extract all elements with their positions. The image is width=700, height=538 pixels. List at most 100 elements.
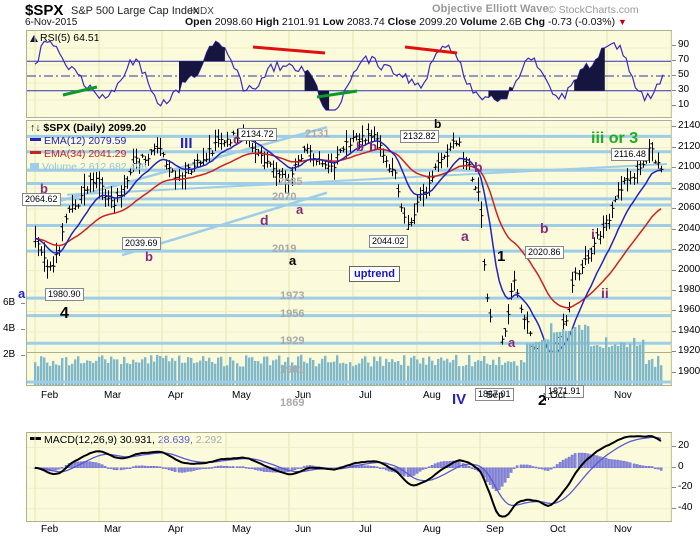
price-callout-2064-62: 2064.62 (22, 193, 61, 206)
ema12-legend-text: EMA(12) 2079.59 (44, 135, 127, 147)
price-tick-mark (672, 330, 676, 332)
price-tick-mark (672, 351, 676, 353)
symbol-exchange: INDX (190, 6, 214, 17)
macd-tick-mark (672, 507, 676, 509)
volume-label: Volume (460, 16, 498, 28)
down-caret-icon: ▼ (618, 17, 627, 27)
volume-panel (26, 323, 672, 386)
price-callout-2044-02: 2044.02 (369, 235, 408, 248)
volume-legend-text: Volume 2,612,682,496 (42, 161, 148, 173)
month-main-mar: Mar (104, 390, 122, 401)
price-tick-2020: 2020 (678, 243, 700, 255)
close-label: Close (387, 16, 417, 28)
level-label-1901: 1901 (280, 363, 305, 376)
volume-swatch-icon (30, 163, 39, 171)
macd-tick-mark (672, 466, 676, 468)
rsi-legend: RSI(5) 64.51 (30, 32, 100, 44)
wave-label-8: b (40, 181, 48, 196)
price-tick-mark (672, 310, 676, 312)
price-legend: ↑↓ $SPX (Daily) 2099.20 (30, 122, 147, 134)
macd-tick-neg20: -20 (678, 481, 693, 493)
source-label: © StockCharts.com (548, 4, 639, 16)
rsi-tick-10: 10 (678, 98, 690, 110)
price-callout-1980-90: 1980.90 (45, 288, 84, 301)
wave-label-12: b (474, 159, 483, 175)
price-tick-2080: 2080 (678, 181, 700, 193)
price-tick-1980: 1980 (678, 284, 700, 295)
high-value: 2101.91 (281, 16, 320, 28)
open-value: 2098.60 (214, 16, 253, 28)
ema12-swatch-icon (30, 138, 41, 141)
price-tick-mark (672, 269, 676, 271)
close-value: 2099.20 (419, 16, 458, 28)
price-callout-2116-48: 2116.48 (611, 148, 649, 161)
month-main-feb: Feb (41, 390, 59, 401)
rsi-tick-mark (672, 45, 676, 47)
price-tick-2120: 2120 (678, 140, 700, 152)
rsi-tick-mark (672, 60, 676, 62)
rsi-tick-90: 90 (678, 39, 690, 51)
volume-tick-4B: 4B (3, 323, 16, 334)
wave-label-0: III (180, 135, 193, 152)
rsi-tick-mark (672, 89, 676, 91)
quote-summary: Open 2098.60 High 2101.91 Low 2083.74 Cl… (185, 16, 627, 28)
volume-legend: Volume 2,612,682,496 (30, 161, 147, 173)
chg-value: -0.73 (-0.03%) (547, 16, 616, 28)
level-label-2019: 2019 (272, 243, 297, 256)
price-tick-mark (672, 187, 676, 189)
level-label-2085: 2085 (278, 175, 303, 188)
level-label-1956: 1956 (280, 307, 305, 320)
macd-value-1: 30.931, (119, 434, 155, 446)
wave-label-17: ii (601, 285, 609, 301)
month-main-apr: Apr (168, 390, 184, 401)
month-main-sep: Sep (486, 390, 504, 401)
macd-plot (27, 433, 672, 521)
price-tick-mark (672, 208, 676, 210)
price-callout-2039-69: 2039.69 (122, 237, 161, 250)
level-label-1869: 1869 (280, 396, 305, 409)
wave-label-4: b (434, 117, 442, 131)
macd-tick-20: 20 (678, 440, 690, 452)
chg-label: Chg (524, 16, 546, 28)
date-axis-main: Feb Mar Apr May Jun Jul Aug Sep Oct Nov (26, 388, 672, 404)
price-tick-2040: 2040 (678, 222, 700, 234)
rsi-tick-mark (672, 104, 676, 106)
wave-label-11: a (289, 253, 297, 268)
high-label: High (255, 16, 279, 28)
price-panel: ↑↓ $SPX (Daily) 2099.20 EMA(12) 2079.59 … (26, 120, 672, 402)
wave-label-15: b (540, 220, 549, 236)
macd-tick-mark (672, 446, 676, 448)
price-tick-1940: 1940 (678, 324, 700, 336)
wave-label-21: a (508, 335, 516, 350)
macd-value-3: 2.292 (195, 434, 223, 446)
brand-label: Objective Elliott Wave (432, 3, 549, 15)
open-label: Open (185, 16, 212, 28)
wave-label-19: IV (452, 391, 467, 408)
price-tick-mark (672, 146, 676, 148)
low-value: 2083.74 (346, 16, 385, 28)
chart-header: $SPX S&P 500 Large Cap Index INDX Object… (0, 0, 700, 28)
wave-label-14: 1 (497, 248, 506, 265)
level-label-1929: 1929 (280, 335, 305, 348)
month-main-jun: Jun (295, 390, 312, 401)
wave-label-1: c (233, 131, 241, 147)
ema34-legend: EMA(34) 2041.29 (30, 148, 126, 160)
rsi-tick-mark (672, 75, 676, 77)
quote-date: 6-Nov-2015 (25, 17, 78, 28)
macd-tick-0: 0 (678, 460, 684, 472)
wave-label-6: d (260, 212, 269, 228)
price-tick-1960: 1960 (678, 304, 700, 316)
price-tick-2140: 2140 (678, 120, 700, 132)
volume-tick-mark (21, 329, 25, 330)
price-tick-mark (672, 290, 676, 291)
level-label-2131: 2131 (305, 128, 330, 141)
level-label-1973: 1973 (280, 290, 305, 303)
price-callout-2020-86: 2020.86 (525, 246, 564, 259)
month-main-nov: Nov (614, 390, 632, 401)
price-tick-mark (672, 371, 676, 373)
wave-label-13: a (461, 228, 469, 244)
price-tick-mark (672, 167, 676, 169)
price-callout-1871-91: 1871.91 (545, 385, 584, 398)
rsi-plot (27, 31, 672, 117)
month-main-jul: Jul (359, 390, 372, 401)
